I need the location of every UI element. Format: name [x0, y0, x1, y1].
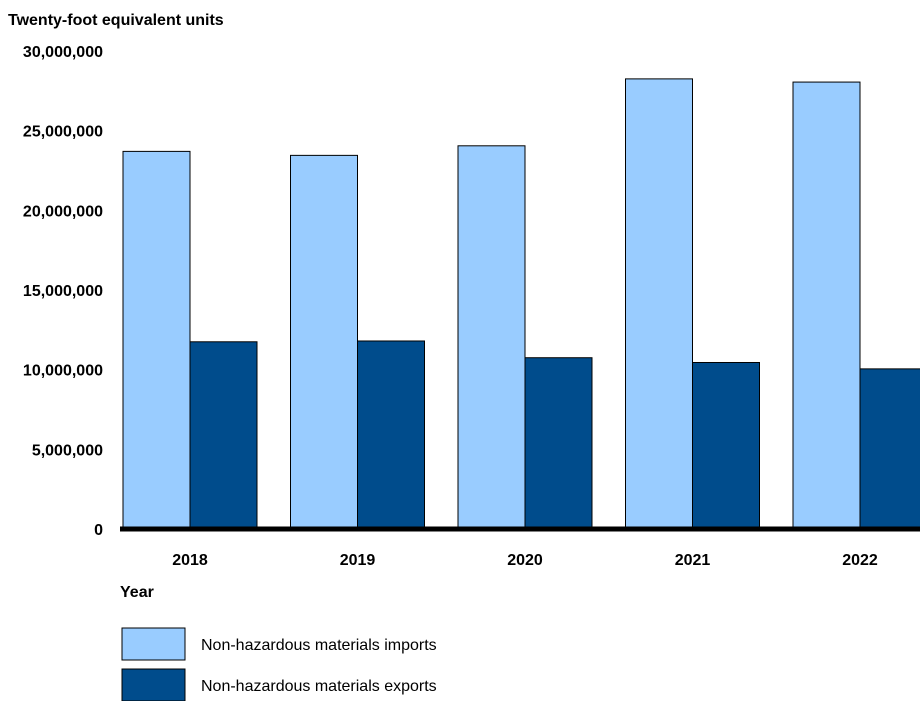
exports-bar — [357, 340, 425, 530]
y-tick-label: 10,000,000 — [23, 363, 103, 380]
imports-bar — [122, 150, 191, 530]
imports-bar — [625, 78, 693, 530]
y-tick-label: 15,000,000 — [23, 283, 103, 300]
exports-bar — [524, 357, 593, 530]
y-tick-label: 0 — [94, 522, 103, 539]
bar-series — [122, 78, 920, 530]
x-tick-label: 2022 — [842, 552, 878, 569]
y-tick-label: 20,000,000 — [23, 203, 103, 220]
exports-bar — [859, 368, 920, 530]
x-tick-label: 2019 — [340, 552, 376, 569]
legend-label: Non-hazardous materials exports — [201, 678, 437, 695]
y-tick-label: 30,000,000 — [23, 44, 103, 61]
legend-swatch — [121, 668, 186, 702]
imports-bar — [457, 145, 526, 530]
y-axis-title: Twenty-foot equivalent units — [8, 12, 224, 29]
exports-bar — [189, 341, 258, 530]
legend: Non-hazardous materials imports Non-hazar… — [121, 627, 437, 702]
imports-bar — [792, 81, 861, 530]
y-tick-label: 25,000,000 — [23, 124, 103, 141]
x-tick-label: 2018 — [172, 552, 208, 569]
y-tick-label: 5,000,000 — [32, 442, 103, 459]
x-axis-ticks: 2018 2019 2020 2021 2022 — [172, 552, 878, 569]
imports-bar — [290, 154, 358, 530]
legend-swatch — [121, 627, 186, 661]
x-tick-label: 2021 — [675, 552, 711, 569]
x-tick-label: 2020 — [507, 552, 543, 569]
y-axis-ticks: 0 5,000,000 10,000,000 15,000,000 20,000,000… — [23, 44, 103, 539]
legend-label: Non-hazardous materials imports — [201, 637, 437, 654]
exports-bar — [692, 361, 760, 530]
x-axis-title: Year — [120, 584, 154, 601]
